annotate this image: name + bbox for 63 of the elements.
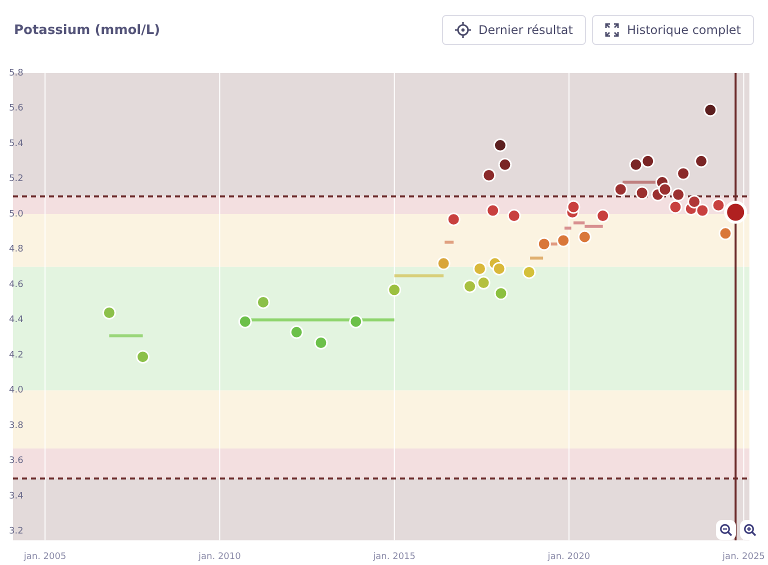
point bbox=[704, 103, 718, 117]
y-tick-label: 4.8 bbox=[9, 244, 24, 255]
point bbox=[436, 256, 450, 270]
x-tick-label: jan. 2020 bbox=[546, 552, 590, 562]
point bbox=[556, 234, 570, 248]
point bbox=[446, 212, 460, 226]
point bbox=[522, 265, 536, 279]
point bbox=[463, 280, 477, 294]
point bbox=[696, 204, 710, 218]
point bbox=[388, 283, 402, 297]
point bbox=[688, 194, 702, 208]
point bbox=[641, 154, 655, 168]
chart-title: Potassium (mmol/L) bbox=[14, 22, 160, 38]
point bbox=[349, 314, 363, 328]
text: Historique complet bbox=[626, 23, 741, 37]
y-tick-label: 4.2 bbox=[9, 350, 24, 360]
point bbox=[498, 158, 512, 172]
y-tick-label: 3.6 bbox=[9, 456, 24, 466]
y-tick-label: 3.8 bbox=[9, 420, 24, 431]
point bbox=[668, 200, 682, 214]
y-tick-label: 3.4 bbox=[9, 491, 24, 502]
y-tick-label: 5.6 bbox=[9, 104, 24, 114]
point bbox=[672, 188, 686, 202]
y-tick-label: 3.2 bbox=[9, 526, 24, 537]
point bbox=[102, 306, 116, 320]
point bbox=[476, 276, 490, 290]
point bbox=[712, 198, 726, 212]
point bbox=[314, 336, 328, 350]
text: Dernier résultat bbox=[478, 23, 573, 37]
point bbox=[290, 325, 304, 339]
point bbox=[482, 168, 496, 182]
x-tick-label: jan. 2010 bbox=[198, 552, 242, 562]
y-tick-label: 4.4 bbox=[9, 315, 24, 326]
y-tick-label: 5.8 bbox=[9, 68, 24, 78]
point bbox=[493, 138, 507, 152]
point bbox=[492, 262, 506, 276]
point bbox=[494, 286, 508, 300]
point bbox=[614, 182, 628, 196]
point bbox=[136, 350, 150, 364]
point bbox=[238, 314, 252, 328]
point bbox=[537, 237, 551, 251]
point bbox=[676, 166, 690, 180]
point bbox=[256, 295, 270, 309]
point bbox=[635, 186, 649, 200]
x-tick-label: jan. 2005 bbox=[22, 552, 66, 562]
x-tick-label: jan. 2025 bbox=[722, 552, 765, 562]
point bbox=[658, 182, 672, 196]
point bbox=[566, 200, 580, 214]
point bbox=[718, 226, 732, 240]
point bbox=[724, 200, 748, 224]
x-tick-label: jan. 2015 bbox=[372, 552, 416, 562]
point bbox=[507, 209, 521, 223]
y-tick-label: 5.4 bbox=[9, 138, 24, 149]
point bbox=[578, 230, 592, 244]
point bbox=[596, 209, 610, 223]
y-tick-label: 5.0 bbox=[9, 209, 24, 220]
point bbox=[486, 204, 500, 218]
y-tick-label: 5.2 bbox=[9, 174, 24, 184]
y-tick-label: 4.0 bbox=[9, 386, 24, 396]
point bbox=[473, 262, 486, 276]
point bbox=[629, 158, 643, 172]
point bbox=[694, 154, 708, 168]
y-tick-label: 4.6 bbox=[9, 280, 24, 290]
